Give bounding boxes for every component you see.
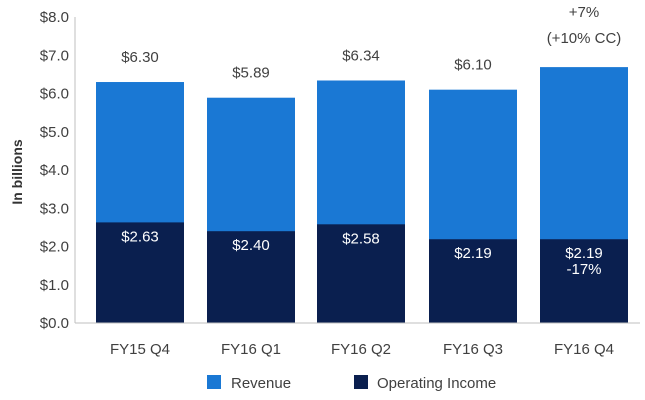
- y-tick-label: $0.0: [40, 315, 69, 332]
- revenue-value-label: $6.30: [121, 49, 159, 66]
- y-tick-label: $1.0: [40, 277, 69, 294]
- x-tick-label: FY16 Q3: [443, 341, 503, 358]
- revenue-value-label: $6.10: [454, 57, 492, 74]
- y-tick-label: $6.0: [40, 86, 69, 103]
- y-tick-label: $5.0: [40, 124, 69, 141]
- legend-label-revenue: Revenue: [231, 375, 291, 392]
- x-tick-label: FY16 Q2: [331, 341, 391, 358]
- y-tick-label: $3.0: [40, 200, 69, 217]
- y-tick-label: $8.0: [40, 9, 69, 26]
- operating-income-bar: [207, 231, 295, 323]
- y-tick-label: $7.0: [40, 47, 69, 64]
- legend-swatch-operating-income: [354, 375, 368, 389]
- operating-income-bar: [317, 224, 405, 323]
- bars: [96, 67, 628, 324]
- legend: Revenue Operating Income: [207, 375, 496, 392]
- operating-income-value-label: $2.19: [454, 245, 492, 262]
- operating-income-value-label: $2.58: [342, 230, 380, 247]
- operating-income-bar: [540, 239, 628, 323]
- operating-income-value-label: $2.63: [121, 228, 159, 245]
- revenue-value-label: $5.89: [232, 65, 270, 82]
- y-axis-label: In billions: [9, 139, 25, 205]
- revenue-value-label: $6.34: [342, 47, 380, 64]
- revenue-growth-cc-annotation: (+10% CC): [547, 30, 622, 47]
- revenue-growth-annotation: +7%: [569, 4, 599, 21]
- legend-swatch-revenue: [207, 375, 221, 389]
- bar-labels: $6.30 $2.63 $5.89 $2.40 $6.34 $2.58 $6.10 $2.19…: [121, 47, 603, 262]
- y-axis: $0.0 $1.0 $2.0 $3.0 $4.0 $5.0 $6.0 $7.0 $8.0: [40, 9, 76, 332]
- x-tick-label: FY16 Q1: [221, 341, 281, 358]
- x-axis: FY15 Q4 FY16 Q1 FY16 Q2 FY16 Q3 FY16 Q4: [75, 322, 640, 358]
- income-change-annotation: -17%: [566, 261, 601, 278]
- annotations: +7% (+10% CC) -17%: [547, 4, 622, 278]
- operating-income-bar: [96, 222, 184, 323]
- legend-label-operating-income: Operating Income: [377, 375, 496, 392]
- x-tick-label: FY15 Q4: [110, 341, 170, 358]
- operating-income-bar: [429, 239, 517, 323]
- operating-income-value-label: $2.19: [565, 245, 603, 262]
- operating-income-value-label: $2.40: [232, 237, 270, 254]
- y-tick-label: $2.0: [40, 239, 69, 256]
- x-tick-label: FY16 Q4: [554, 341, 614, 358]
- y-tick-label: $4.0: [40, 162, 69, 179]
